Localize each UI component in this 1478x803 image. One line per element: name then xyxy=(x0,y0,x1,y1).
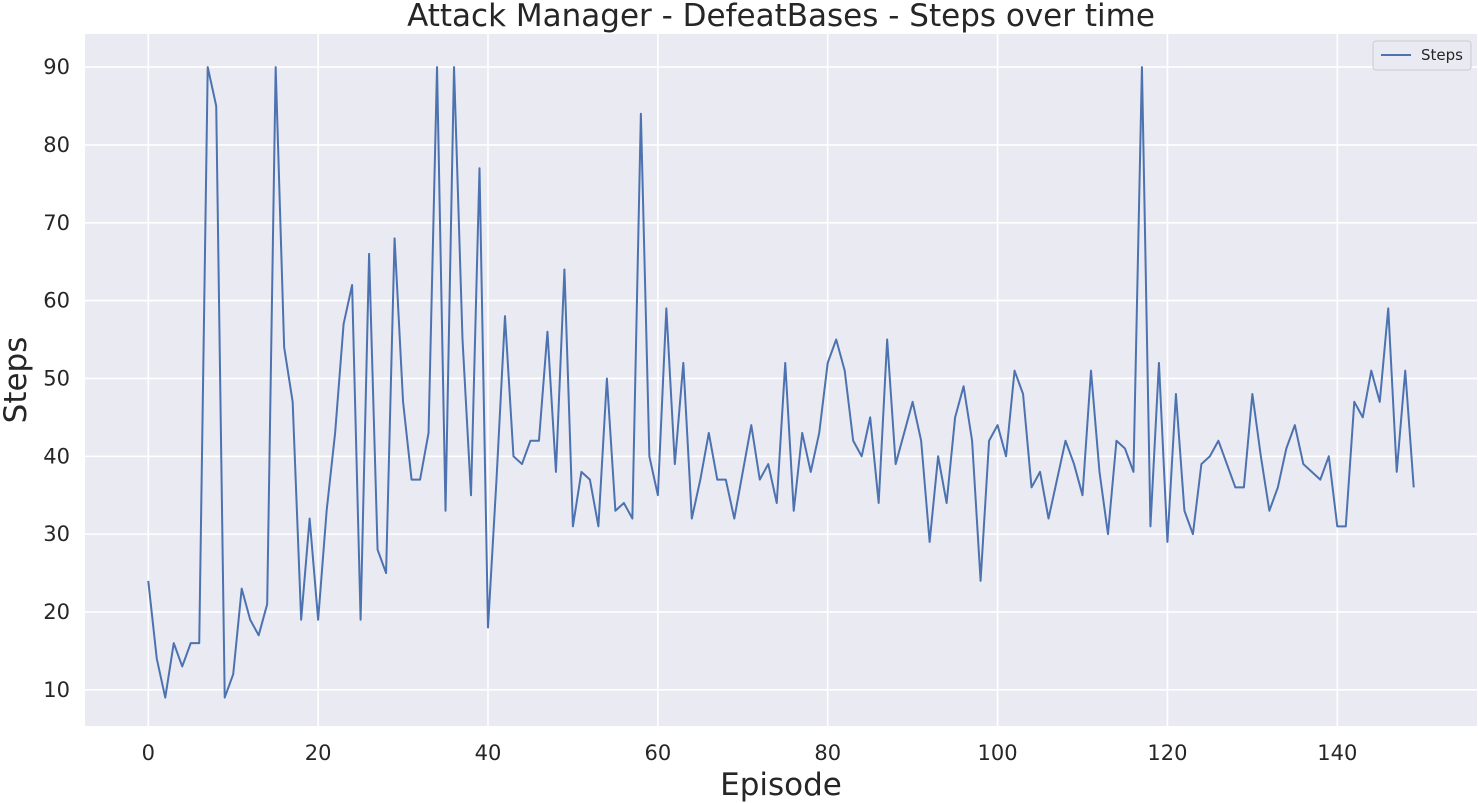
x-tick-label: 80 xyxy=(814,741,841,765)
x-axis-label: Episode xyxy=(720,767,842,803)
series-line-steps xyxy=(147,66,1415,699)
y-tick-label: 70 xyxy=(43,211,70,235)
y-tick-label: 50 xyxy=(43,366,70,390)
plot-background xyxy=(85,34,1477,726)
y-tick-labels: 10 20 30 40 50 60 70 80 90 xyxy=(43,55,70,702)
y-tick-label: 30 xyxy=(43,522,70,546)
y-axis-label: Steps xyxy=(0,337,34,424)
legend-label-steps: Steps xyxy=(1421,46,1463,64)
y-tick-label: 90 xyxy=(43,55,70,79)
legend-box xyxy=(1372,40,1472,71)
x-tick-label: 120 xyxy=(1147,741,1187,765)
x-tick-label: 100 xyxy=(978,741,1018,765)
x-tick-label: 40 xyxy=(475,741,502,765)
grid-lines xyxy=(85,34,1477,726)
y-tick-label: 80 xyxy=(43,133,70,157)
y-tick-label: 10 xyxy=(43,678,70,702)
y-tick-label: 60 xyxy=(43,289,70,313)
x-tick-labels: 0 20 40 60 80 100 120 140 xyxy=(142,741,1358,765)
chart-title: Attack Manager - DefeatBases - Steps ove… xyxy=(407,0,1155,34)
x-tick-label: 140 xyxy=(1317,741,1357,765)
x-tick-label: 20 xyxy=(305,741,332,765)
series-layer xyxy=(147,66,1415,699)
legend: Steps xyxy=(1372,40,1472,71)
x-tick-label: 60 xyxy=(644,741,671,765)
y-tick-label: 40 xyxy=(43,444,70,468)
x-tick-label: 0 xyxy=(142,741,155,765)
y-tick-label: 20 xyxy=(43,600,70,624)
